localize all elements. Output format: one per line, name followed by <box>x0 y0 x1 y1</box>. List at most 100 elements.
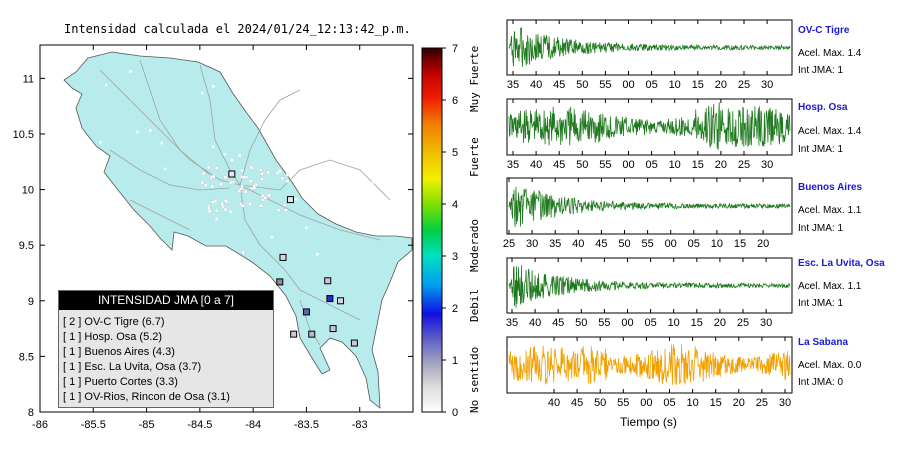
waveform-tick-label: 00 <box>665 238 677 250</box>
town-marker <box>275 148 279 151</box>
town-marker <box>248 202 252 206</box>
waveform-tick-label: 05 <box>645 159 657 171</box>
town-marker <box>243 267 247 271</box>
legend-item: [ 1 ] Puerto Cortes (3.3) <box>63 376 178 388</box>
town-marker <box>316 252 319 256</box>
waveform-tick-label: 50 <box>618 238 630 250</box>
map-y-tick-label: 11 <box>23 73 34 85</box>
town-marker <box>223 152 226 156</box>
station-acel: Acel. Max. 1.4 <box>798 126 862 137</box>
station-name: La Sabana <box>798 337 849 348</box>
colorbar-label-muy-fuerte: Muy Fuerte <box>468 45 481 112</box>
legend-item: [ 1 ] Esc. La Uvita, Osa (3.7) <box>63 361 202 373</box>
station-name: Esc. La Uvita, Osa <box>798 258 885 269</box>
waveform-tick-label: 30 <box>761 159 773 171</box>
waveform-tick-label: 35 <box>549 238 561 250</box>
town-marker <box>201 91 204 95</box>
waveform-tick-label: 40 <box>530 79 542 91</box>
map-x-axis: -86 -85.5 -85 -84.5 -84 -83.5 -83 <box>32 45 368 431</box>
station-marker <box>228 170 236 178</box>
waveform-tick-label: 55 <box>641 238 653 250</box>
map-area <box>63 51 413 409</box>
town-marker <box>215 217 218 221</box>
waveform-tick-label: 40 <box>530 159 542 171</box>
town-marker <box>240 184 244 188</box>
station-int: Int JMA: 1 <box>798 144 844 155</box>
map-y-tick-label: 8.5 <box>19 351 34 363</box>
station-marker <box>279 253 287 261</box>
map-y-tick-label: 9.5 <box>19 240 34 252</box>
town-marker <box>266 170 271 175</box>
town-marker <box>230 158 234 162</box>
waveform-panel: 35 40 45 50 55 00 05 10 15 20 25 30 <box>506 98 793 171</box>
station-marker <box>326 295 334 303</box>
map-x-tick-label: -84.5 <box>187 419 212 431</box>
town-marker <box>211 200 215 204</box>
colorbar-label-debil: Debil <box>468 288 481 322</box>
waveform-tick-label: 35 <box>507 79 519 91</box>
map-y-tick-label: 8 <box>28 407 34 419</box>
town-marker <box>252 185 257 190</box>
town-marker <box>285 179 290 183</box>
waveform-tick-label: 40 <box>572 238 584 250</box>
town-marker <box>207 206 211 210</box>
colorbar-label-no-sentido: No sentido <box>468 346 481 413</box>
town-marker <box>345 153 349 156</box>
town-marker <box>270 235 274 239</box>
town-marker <box>263 196 267 200</box>
town-marker <box>280 176 284 181</box>
town-marker <box>88 190 92 193</box>
town-marker <box>228 180 233 185</box>
waveform-tick-label: 50 <box>575 317 587 329</box>
town-marker <box>261 198 265 202</box>
town-marker <box>261 193 265 198</box>
town-marker <box>249 179 253 184</box>
town-marker <box>259 203 263 208</box>
waveform-tick-label: 45 <box>553 159 565 171</box>
town-marker <box>163 167 167 171</box>
waveform-tick-label: 15 <box>734 238 746 250</box>
legend-item: [ 2 ] OV-C Tigre (6.7) <box>63 316 165 328</box>
town-marker <box>305 226 308 229</box>
town-marker <box>219 182 223 186</box>
town-marker <box>243 190 248 194</box>
town-marker <box>135 130 139 134</box>
map-x-tick-label: -86 <box>32 419 48 431</box>
waveform-tick-label: 55 <box>617 397 629 409</box>
colorbar-tick-label: 3 <box>452 251 458 263</box>
town-marker <box>207 165 211 170</box>
waveform-x-label: Tiempo (s) <box>620 415 677 429</box>
colorbar-tick-label: 1 <box>452 355 458 367</box>
station-marker <box>308 330 316 338</box>
town-marker <box>217 263 221 266</box>
waveform-tick-label: 50 <box>576 79 588 91</box>
colorbar-ticks: 0 1 2 3 4 5 6 7 <box>442 43 458 419</box>
waveform-tick-label: 25 <box>737 317 749 329</box>
waveform-tick-label: 20 <box>733 397 745 409</box>
colorbar-label-moderado: Moderado <box>468 219 481 272</box>
waveform-tick-label: 20 <box>715 159 727 171</box>
station-name: Buenos Aires <box>798 182 863 193</box>
map-y-tick-label: 9 <box>28 296 34 308</box>
waveform-tick-label: 55 <box>599 159 611 171</box>
town-marker <box>277 208 281 212</box>
waveform-tick-label: 25 <box>738 159 750 171</box>
station-marker <box>350 339 358 347</box>
town-marker <box>229 210 232 214</box>
town-marker <box>238 154 241 157</box>
colorbar <box>421 47 443 413</box>
waveform-panel: 35 40 45 50 55 00 05 10 15 20 25 30 <box>506 19 793 91</box>
legend-item: [ 1 ] Hosp. Osa (5.2) <box>63 331 163 343</box>
waveform-tick-label: 10 <box>711 238 723 250</box>
station-name: Hosp. Osa <box>798 102 848 113</box>
waveform-tick-label: 15 <box>710 397 722 409</box>
waveform-tick-label: 35 <box>506 317 518 329</box>
waveform-tick-label: 20 <box>715 79 727 91</box>
town-marker <box>104 83 108 87</box>
map-x-tick-label: -85.5 <box>81 419 106 431</box>
legend-item: [ 1 ] OV-Rios, Rincon de Osa (3.1) <box>63 391 230 403</box>
waveform-tick-label: 55 <box>599 79 611 91</box>
map-y-tick-label: 10 <box>22 185 34 197</box>
waveform-tick-label: 30 <box>761 79 773 91</box>
town-marker <box>267 87 270 90</box>
